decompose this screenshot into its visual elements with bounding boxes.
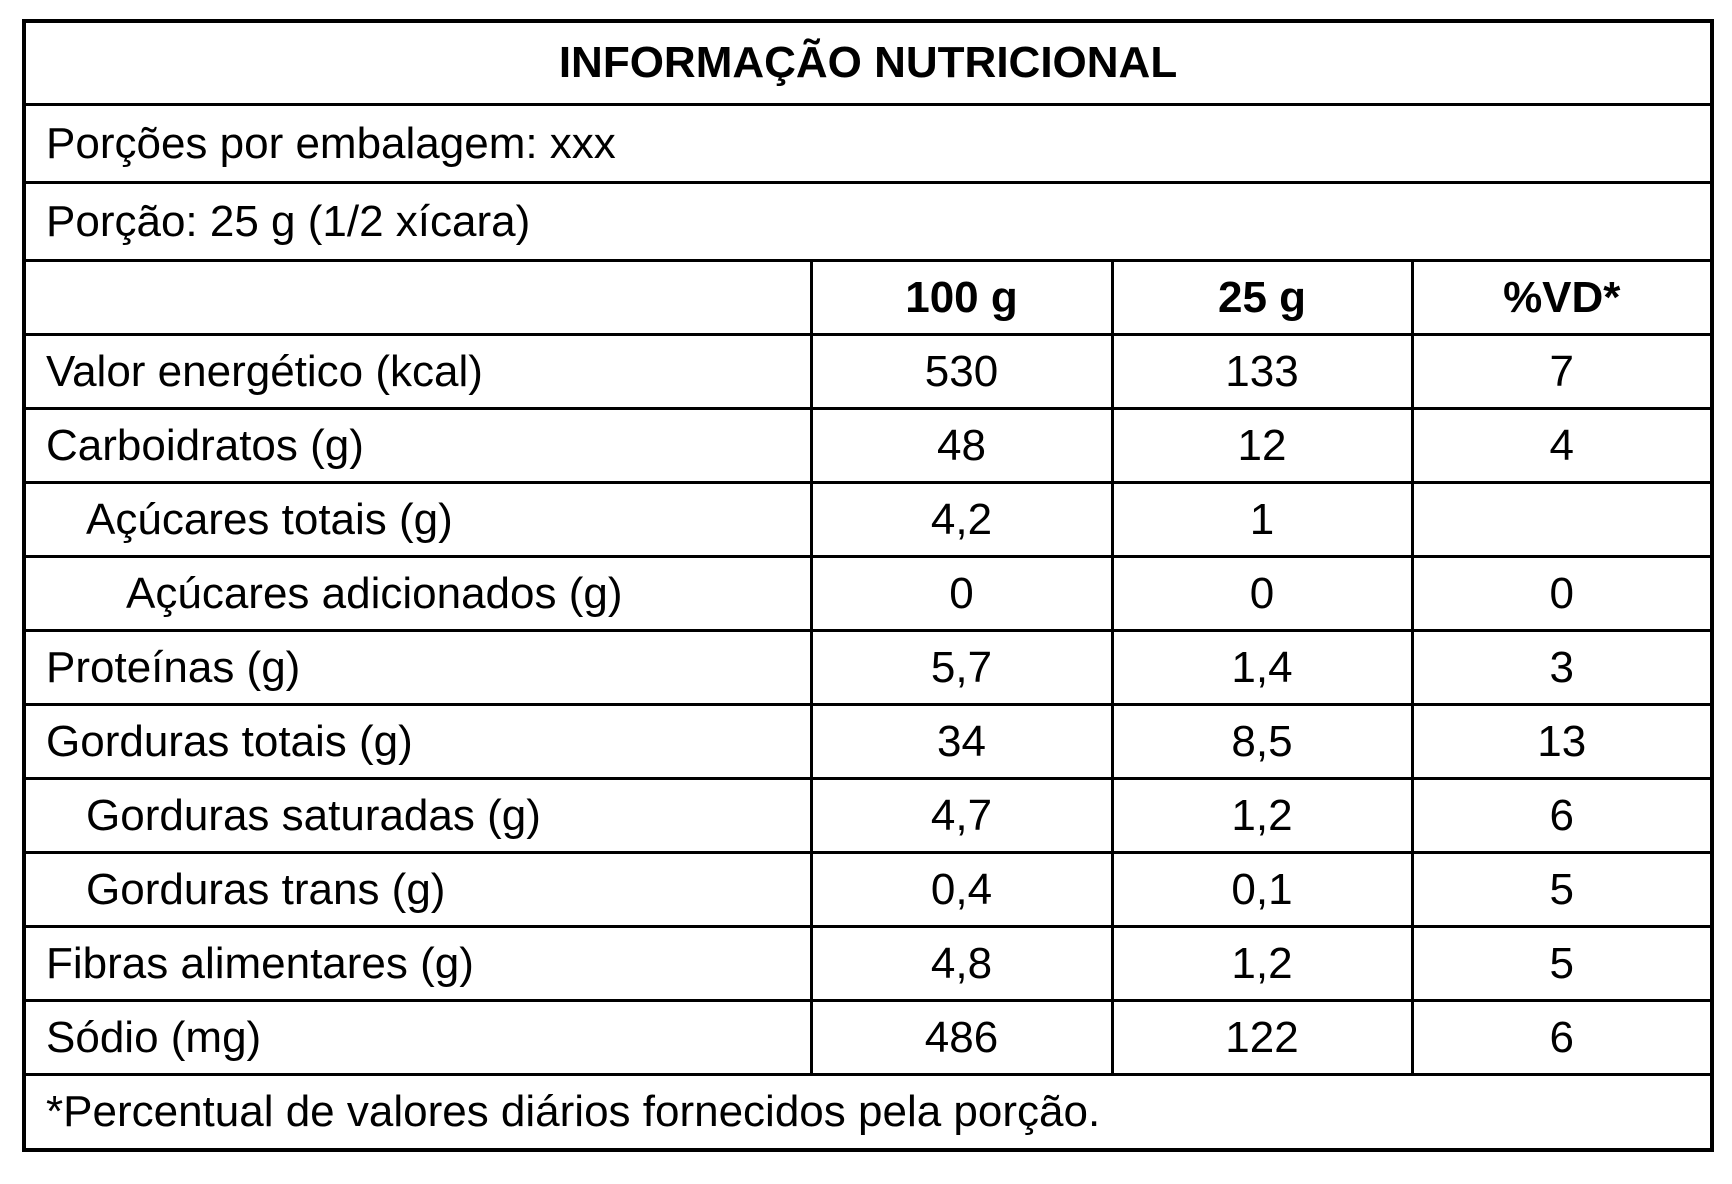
nutrient-row: Proteínas (g) 5,7 1,4 3: [22, 629, 1714, 706]
value-daily-value: 7: [1410, 333, 1714, 410]
value-daily-value: 13: [1410, 703, 1714, 780]
column-header-row: 100 g 25 g %VD*: [22, 259, 1714, 336]
nutrient-name: Sódio (mg): [22, 999, 813, 1076]
nutrient-row: Carboidratos (g) 48 12 4: [22, 407, 1714, 484]
value-per-portion: 133: [1110, 333, 1414, 410]
nutrient-name: Valor energético (kcal): [22, 333, 813, 410]
nutrient-name: Proteínas (g): [22, 629, 813, 706]
nutrition-facts-table: INFORMAÇÃO NUTRICIONAL Porções por embal…: [22, 19, 1715, 1152]
nutrient-name: Carboidratos (g): [22, 407, 813, 484]
value-per-100g: 5,7: [809, 629, 1114, 706]
footnote-row: *Percentual de valores diários fornecido…: [22, 1073, 1714, 1152]
column-header-per-portion: 25 g: [1110, 259, 1414, 336]
table-title: INFORMAÇÃO NUTRICIONAL: [22, 19, 1714, 106]
value-per-100g: 0: [809, 555, 1114, 632]
value-per-100g: 4,7: [809, 777, 1114, 854]
nutrient-name: Açúcares totais (g): [22, 481, 813, 558]
value-per-portion: 1,4: [1110, 629, 1414, 706]
value-per-100g: 0,4: [809, 851, 1114, 928]
value-per-100g: 48: [809, 407, 1114, 484]
nutrient-row: Valor energético (kcal) 530 133 7: [22, 333, 1714, 410]
value-per-portion: 12: [1110, 407, 1414, 484]
value-per-portion: 122: [1110, 999, 1414, 1076]
value-per-portion: 1,2: [1110, 777, 1414, 854]
value-daily-value: [1410, 481, 1714, 558]
nutrient-name: Fibras alimentares (g): [22, 925, 813, 1002]
nutrient-row: Sódio (mg) 486 122 6: [22, 999, 1714, 1076]
value-per-100g: 486: [809, 999, 1114, 1076]
footnote: *Percentual de valores diários fornecido…: [22, 1073, 1714, 1152]
value-per-portion: 0: [1110, 555, 1414, 632]
value-daily-value: 5: [1410, 851, 1714, 928]
value-per-portion: 0,1: [1110, 851, 1414, 928]
serving-size: Porção: 25 g (1/2 xícara): [22, 181, 1714, 262]
value-daily-value: 6: [1410, 999, 1714, 1076]
value-daily-value: 0: [1410, 555, 1714, 632]
nutrient-row: Açúcares adicionados (g) 0 0 0: [22, 555, 1714, 632]
value-per-100g: 4,8: [809, 925, 1114, 1002]
value-per-portion: 1,2: [1110, 925, 1414, 1002]
nutrient-name: Açúcares adicionados (g): [22, 555, 813, 632]
column-header-per-100g: 100 g: [809, 259, 1114, 336]
value-daily-value: 3: [1410, 629, 1714, 706]
value-per-100g: 4,2: [809, 481, 1114, 558]
nutrient-row: Fibras alimentares (g) 4,8 1,2 5: [22, 925, 1714, 1002]
column-header-nutrient: [22, 259, 813, 336]
nutrient-name: Gorduras trans (g): [22, 851, 813, 928]
value-daily-value: 5: [1410, 925, 1714, 1002]
nutrient-row: Gorduras saturadas (g) 4,7 1,2 6: [22, 777, 1714, 854]
nutrient-row: Gorduras trans (g) 0,4 0,1 5: [22, 851, 1714, 928]
nutrient-row: Gorduras totais (g) 34 8,5 13: [22, 703, 1714, 780]
value-daily-value: 6: [1410, 777, 1714, 854]
value-daily-value: 4: [1410, 407, 1714, 484]
value-per-100g: 34: [809, 703, 1114, 780]
nutrient-row: Açúcares totais (g) 4,2 1: [22, 481, 1714, 558]
value-per-100g: 530: [809, 333, 1114, 410]
value-per-portion: 1: [1110, 481, 1414, 558]
value-per-portion: 8,5: [1110, 703, 1414, 780]
servings-per-package: Porções por embalagem: xxx: [22, 103, 1714, 184]
nutrient-name: Gorduras totais (g): [22, 703, 813, 780]
column-header-daily-value: %VD*: [1410, 259, 1714, 336]
nutrient-name: Gorduras saturadas (g): [22, 777, 813, 854]
